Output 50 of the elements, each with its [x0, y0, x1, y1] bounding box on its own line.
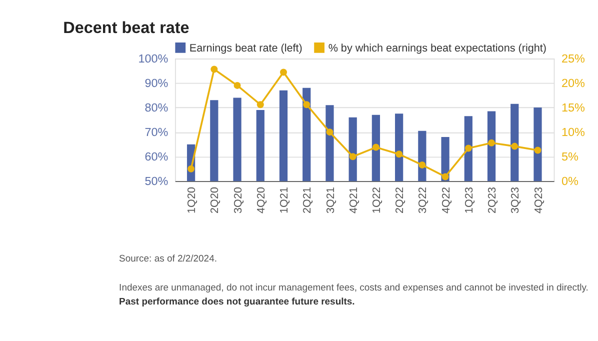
source-note: Source: as of 2/2/2024. [119, 253, 217, 264]
x-tick-label: 1Q23 [463, 187, 476, 214]
y2-tick-label: 0% [561, 175, 578, 188]
legend-label: Earnings beat rate (left) [189, 42, 302, 54]
x-tick-label: 4Q22 [440, 187, 452, 214]
point [188, 165, 195, 172]
point [418, 161, 426, 168]
point [442, 173, 449, 180]
text: Indexes are unmanaged, do not incur management fees, costs and expenses and cannot be invested in directly. [119, 282, 588, 294]
x-tick-label: 4Q21 [348, 187, 360, 214]
x-tick-label: 1Q20 [186, 187, 198, 214]
y-tick-label: 50% [144, 175, 168, 188]
legend-label: % by which earnings beat expectations (right) [328, 42, 546, 54]
x-tick-label: 3Q23 [510, 187, 522, 214]
point [488, 139, 496, 146]
y2-tick-label: 10% [561, 126, 585, 140]
point [256, 101, 264, 108]
x-tick-label: 2Q22 [394, 187, 406, 214]
x-tick-label: 4Q23 [532, 187, 545, 214]
point [372, 144, 380, 151]
point [464, 144, 472, 152]
y2-tick-label: 25% [561, 52, 585, 66]
y-tick-label: 100% [138, 52, 168, 66]
y2-tick-label: 5% [561, 150, 578, 164]
x-tick-label: 2Q21 [302, 187, 314, 214]
point [280, 68, 287, 76]
y-tick-label: 70% [144, 126, 168, 140]
y-tick-label: 80% [144, 102, 168, 115]
point [349, 153, 356, 160]
x-tick-label: 4Q20 [255, 187, 268, 214]
y2-tick-label: 20% [561, 77, 585, 90]
x-tick-label: 3Q20 [232, 187, 244, 214]
point [511, 142, 518, 150]
y-tick-label: 60% [144, 150, 168, 164]
x-tick-label: 2Q23 [486, 187, 499, 214]
x-tick-label: 3Q22 [417, 187, 430, 214]
point [534, 146, 542, 154]
x-tick-label: 1Q21 [278, 187, 291, 214]
point [234, 82, 241, 89]
text: Past performance does not guarantee future results. [119, 296, 355, 308]
x-tick-label: 2Q20 [209, 187, 222, 214]
y-tick-label: 90% [144, 77, 168, 90]
point [303, 101, 310, 108]
point [396, 150, 403, 158]
point [210, 66, 218, 73]
x-tick-label: 1Q22 [371, 187, 384, 214]
y2-tick-label: 15% [561, 102, 585, 115]
chart-title: Decent beat rate [63, 19, 190, 38]
x-tick-label: 3Q21 [324, 187, 337, 214]
point [326, 128, 334, 136]
